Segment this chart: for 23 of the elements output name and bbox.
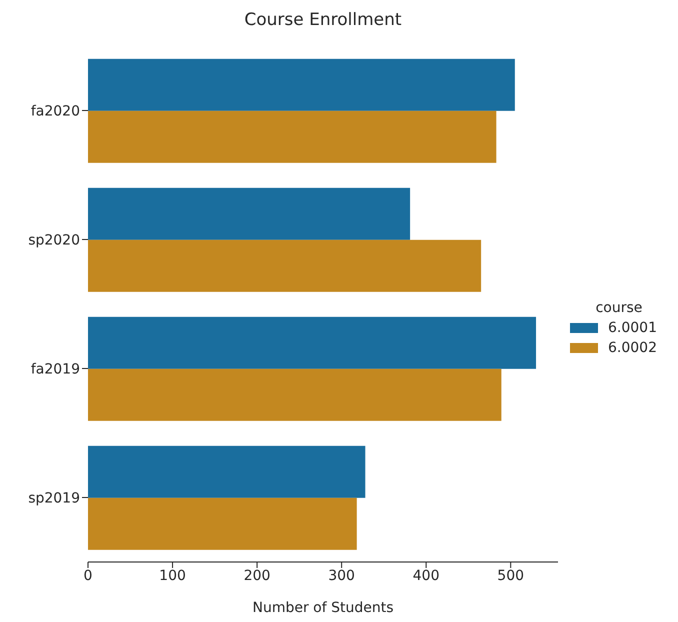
y-tick-label: sp2020: [28, 232, 80, 248]
x-tick-label: 500: [497, 568, 524, 584]
bar: [88, 110, 496, 163]
x-tick-label: 100: [159, 568, 186, 584]
bar: [88, 368, 502, 421]
bar: [88, 58, 515, 111]
bar: [88, 498, 357, 550]
x-tick-label: 300: [328, 568, 355, 584]
x-tick-label: 0: [84, 568, 92, 584]
bar: [88, 188, 410, 240]
x-axis-title: Number of Students: [252, 600, 394, 616]
legend-label: 6.0001: [608, 320, 657, 336]
legend-label: 6.0002: [608, 340, 657, 356]
bar: [88, 446, 366, 498]
y-tick-label: fa2020: [30, 103, 80, 120]
x-tick-label: 200: [244, 568, 270, 584]
x-tick-label: 400: [412, 568, 440, 584]
legend-title: course: [594, 300, 644, 316]
chart-title: Course Enrollment: [243, 9, 403, 32]
y-tick-label: fa2019: [30, 361, 80, 378]
y-tick-label: sp2019: [28, 490, 80, 506]
bar: [88, 240, 482, 292]
bar: [88, 316, 536, 369]
